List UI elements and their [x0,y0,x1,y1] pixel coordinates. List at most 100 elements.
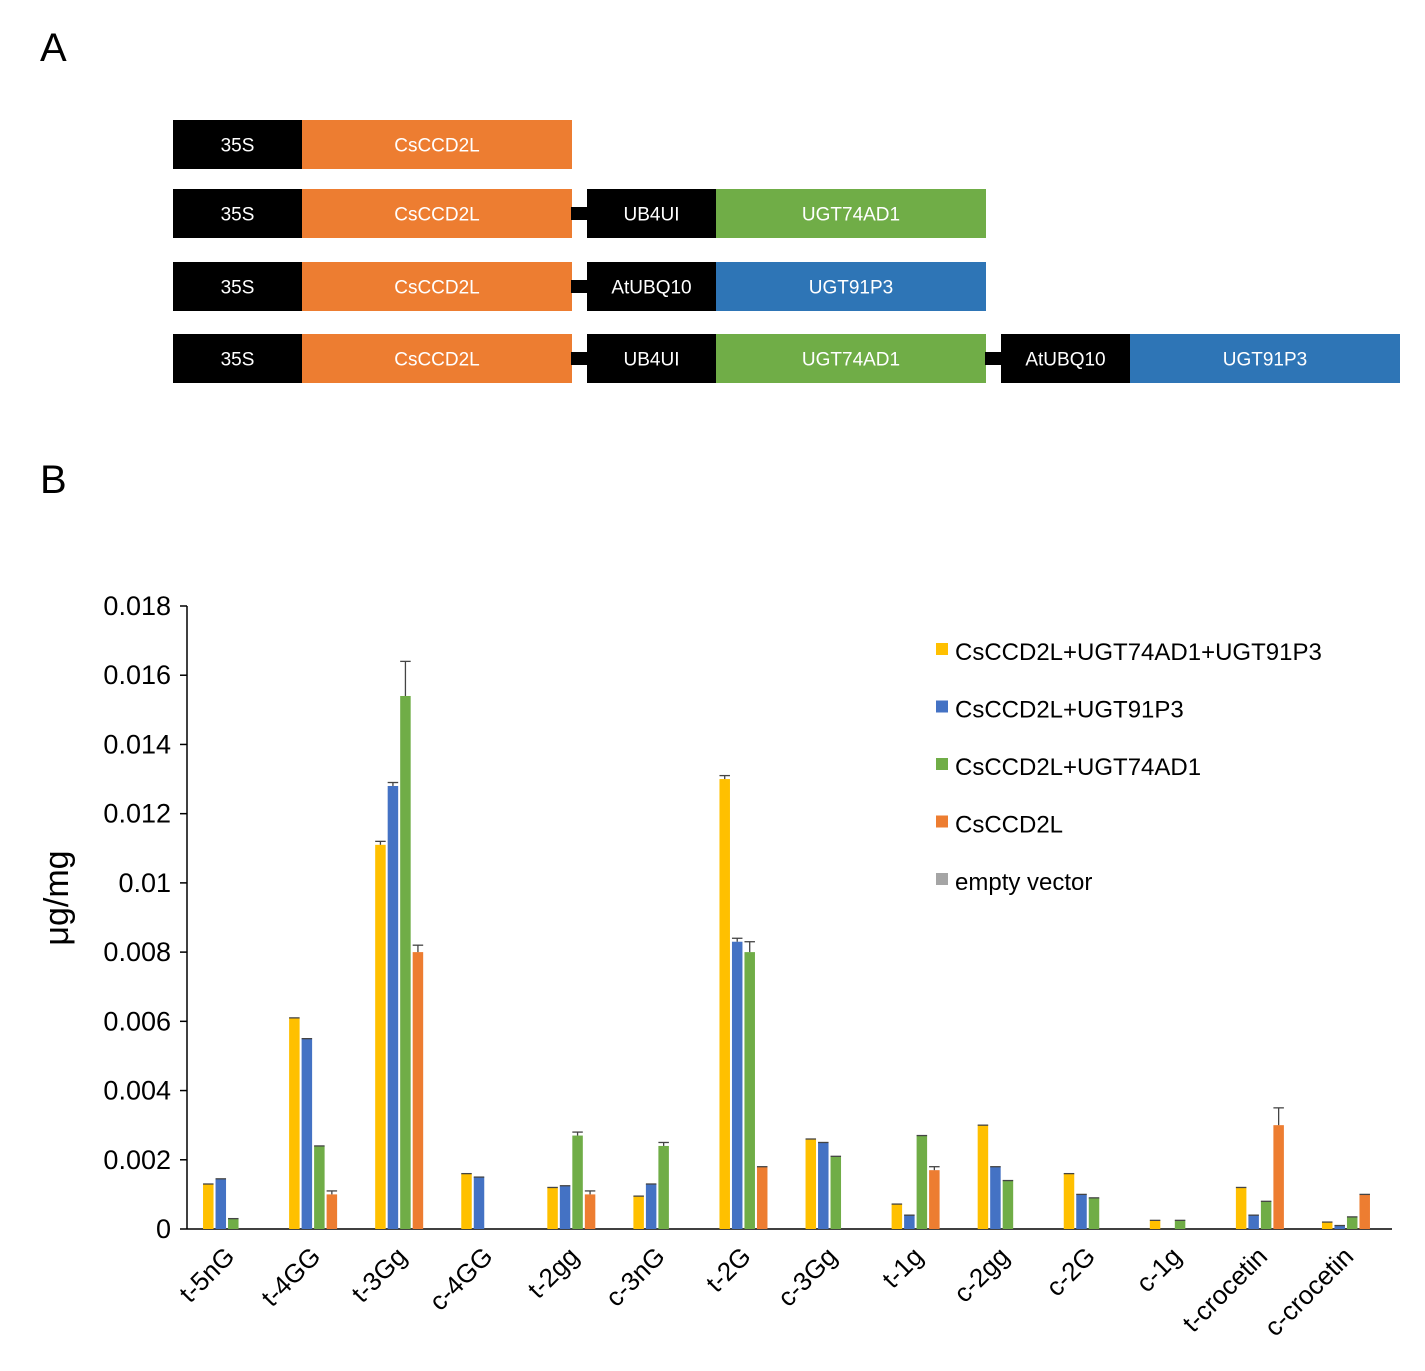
bar [547,1187,558,1229]
bar [719,779,730,1229]
segment-promoter [1001,334,1130,383]
legend-label: CsCCD2L+UGT74AD1+UGT91P3 [955,639,1322,666]
error-bar [584,1190,596,1195]
category-labels: t-5nG t-4GG t-3Gg c-4GG t-2gg c-3nG t-2G c-3Gg t… [173,1241,1359,1342]
bar [805,1139,817,1229]
bar [473,1177,485,1229]
category-label: t-2G [700,1241,757,1298]
y-tick-label: 0.01 [118,868,171,898]
segment-ccd [302,262,572,311]
bar [584,1194,596,1229]
bar [744,952,755,1229]
linker-segment [985,352,1002,365]
bar-chart: t-5nG t-4GG t-3Gg c-4GG t-2gg c-3nG t-2G c-3Gg t… [38,591,1392,1342]
bar [1260,1201,1272,1229]
segment-ccd [302,120,572,169]
error-bar [658,1141,669,1146]
legend-label: CsCCD2L [955,812,1063,839]
segment-label: UB4UI [624,205,680,226]
segment-label: CsCCD2L [394,205,480,226]
bar [1334,1225,1345,1229]
category-label: t-5nG [173,1241,240,1308]
bar [215,1178,227,1229]
bar [289,1017,300,1229]
bar [904,1215,915,1229]
legend-label: CsCCD2L+UGT91P3 [955,697,1184,724]
chart-bars [203,660,1370,1229]
segment-label: CsCCD2L [394,278,480,299]
segment-label: 35S [221,278,255,299]
segment-ugt74 [716,334,986,383]
segment-promoter [173,120,302,169]
bar [461,1173,472,1229]
bar [326,1194,338,1229]
segment-label: UGT74AD1 [802,205,900,226]
chart-legend: CsCCD2L+UGT74AD1+UGT91P3 CsCCD2L+UGT91P3 C… [936,639,1322,896]
legend-item: empty vector [936,869,1092,896]
category-label: t-3Gg [345,1241,412,1308]
y-tick-label: 0 [156,1214,171,1244]
category-label: c-crocetin [1258,1241,1359,1342]
legend-item: CsCCD2L [936,812,1063,839]
segment-label: UGT91P3 [1223,350,1307,371]
bar [314,1145,325,1229]
category-label: c-4GG [423,1241,498,1316]
bar [203,1184,214,1229]
legend-swatch [936,815,948,828]
legend-swatch [936,873,948,885]
bar [1063,1173,1075,1229]
panel-label-b: B [40,458,67,502]
bar [1321,1222,1333,1229]
legend-label: empty vector [955,869,1092,896]
segment-promoter [587,334,716,383]
bar [990,1166,1001,1229]
y-tick-label: 0.004 [103,1076,171,1106]
segment-label: 35S [221,205,255,226]
bar [658,1145,669,1229]
bar [830,1156,842,1229]
error-bar [412,944,424,953]
segment-label: CsCCD2L [394,136,480,157]
legend-swatch [936,643,948,655]
segment-label: CsCCD2L [394,350,480,371]
bar [572,1135,583,1229]
bar [1359,1194,1370,1229]
segment-label: UB4UI [624,350,680,371]
error-bar [1273,1107,1284,1126]
category-label: t-2gg [521,1241,584,1304]
chart-axes [180,605,1392,1230]
segment-ccd [302,334,572,383]
linker-segment [571,280,588,293]
bar [375,844,386,1229]
segment-label: AtUBQ10 [611,278,691,299]
linker-segment [571,207,588,220]
segment-promoter [173,189,302,238]
bar [977,1125,989,1229]
construct-1: 35S CsCCD2L [173,120,572,169]
segment-ugt91 [1130,334,1400,383]
error-bar [572,1131,583,1136]
bar [756,1166,768,1229]
y-tick-labels: 0 0.002 0.004 0.006 0.008 0.01 0.012 0.014 0.016… [103,591,171,1244]
segment-promoter [173,262,302,311]
category-label: t-1g [876,1241,929,1294]
error-bar [731,937,743,942]
category-label: c-1g [1130,1241,1187,1298]
segment-ccd [302,189,572,238]
legend-swatch [936,758,948,770]
error-bar [929,1166,940,1171]
linker-segment [571,352,588,365]
bar [1174,1220,1186,1229]
legend-swatch [936,700,948,713]
error-bar [375,840,386,845]
legend-item: CsCCD2L+UGT91P3 [936,697,1184,724]
y-tick-label: 0.002 [103,1145,171,1175]
bar [559,1185,571,1229]
segment-label: UGT91P3 [809,278,893,299]
y-axis-title: μg/mg [38,850,76,945]
bar [916,1135,928,1229]
bar [1149,1220,1161,1229]
y-tick-label: 0.016 [103,660,171,690]
y-tick-label: 0.014 [103,729,171,759]
bar [387,785,399,1229]
